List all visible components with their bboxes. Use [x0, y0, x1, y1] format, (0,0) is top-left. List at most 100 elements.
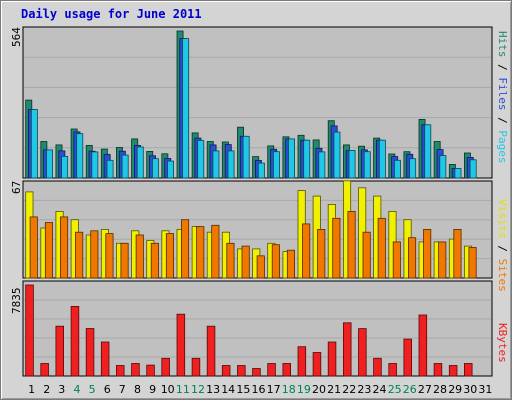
legend-pages: Pages [496, 130, 509, 164]
bar-pages-day-12 [197, 140, 205, 179]
bar-sites-day-8 [135, 234, 144, 279]
bar-kbytes-day-17 [267, 363, 276, 377]
bar-pages-day-2 [46, 149, 53, 179]
legend-files: Files [496, 77, 509, 111]
bottom-legend: KBytes [496, 323, 509, 363]
bar-pages-day-3 [61, 155, 69, 179]
bar-pages-day-10 [167, 160, 174, 179]
x-tick-label-10: 10 [161, 383, 175, 396]
x-tick-label-30: 30 [463, 383, 477, 396]
bar-sites-day-30 [468, 247, 477, 279]
bar-sites-day-11 [180, 219, 190, 279]
bar-kbytes-day-10 [161, 357, 170, 377]
bar-kbytes-day-16 [252, 368, 261, 377]
bar-kbytes-day-3 [55, 325, 65, 377]
bar-pages-day-8 [136, 146, 144, 179]
bar-kbytes-day-22 [342, 322, 352, 377]
bar-sites-day-29 [453, 228, 462, 279]
bar-sites-day-15 [241, 245, 250, 279]
x-tick-label-7: 7 [119, 383, 126, 396]
bar-sites-day-24 [377, 217, 386, 279]
bar-sites-day-26 [407, 237, 417, 279]
bar-kbytes-day-19 [297, 346, 307, 377]
bar-pages-day-22 [348, 149, 356, 179]
x-tick-label-28: 28 [433, 383, 447, 396]
bar-pages-day-13 [212, 150, 220, 179]
bar-pages-day-11 [182, 38, 190, 179]
bar-kbytes-day-15 [237, 365, 246, 377]
x-tick-label-19: 19 [297, 383, 311, 396]
bar-pages-day-4 [76, 133, 84, 179]
bar-sites-day-2 [44, 222, 53, 279]
bar-pages-day-15 [242, 135, 250, 179]
bar-kbytes-day-11 [176, 313, 186, 377]
bar-kbytes-day-13 [206, 325, 216, 377]
x-tick-label-12: 12 [191, 383, 205, 396]
bar-pages-day-6 [106, 159, 114, 179]
bar-kbytes-day-28 [433, 363, 443, 377]
x-tick-label-9: 9 [149, 383, 156, 396]
bar-kbytes-day-29 [448, 365, 458, 377]
legend-hits: Hits [496, 31, 509, 58]
x-tick-label-20: 20 [312, 383, 326, 396]
bar-sites-day-10 [165, 233, 175, 279]
x-tick-label-1: 1 [28, 383, 35, 396]
bar-sites-day-28 [438, 241, 447, 279]
bar-pages-day-29 [454, 167, 462, 179]
bar-sites-day-21 [332, 217, 341, 279]
bar-sites-day-23 [362, 231, 371, 279]
bar-sites-day-12 [196, 226, 205, 279]
bar-pages-day-26 [409, 158, 417, 179]
bar-sites-day-3 [60, 216, 69, 279]
bar-kbytes-day-12 [191, 357, 201, 377]
bar-pages-day-17 [272, 151, 280, 179]
bar-sites-day-7 [120, 242, 129, 279]
bar-pages-day-23 [363, 151, 371, 179]
bar-pages-day-7 [121, 154, 129, 179]
legend-visits: Visits [496, 199, 509, 239]
x-tick-label-16: 16 [252, 383, 266, 396]
bar-sites-day-25 [392, 241, 401, 279]
x-tick-label-5: 5 [89, 383, 96, 396]
bar-sites-day-18 [286, 249, 295, 279]
bar-kbytes-day-30 [463, 363, 473, 377]
bar-pages-day-20 [318, 151, 326, 179]
middle-ymax-label: 67 [10, 180, 23, 194]
bar-kbytes-day-7 [116, 365, 125, 377]
x-tick-label-4: 4 [74, 383, 81, 396]
bar-kbytes-day-20 [312, 352, 322, 377]
bar-kbytes-day-2 [40, 363, 49, 377]
x-tick-label-8: 8 [134, 383, 141, 396]
middle-legend: Visits / Sites [496, 199, 509, 292]
bar-kbytes-day-25 [388, 363, 397, 377]
legend-kbytes: KBytes [496, 323, 509, 363]
x-tick-label-15: 15 [236, 383, 250, 396]
bar-kbytes-day-6 [100, 341, 110, 377]
x-tick-label-17: 17 [267, 383, 281, 396]
bar-kbytes-day-24 [373, 357, 382, 377]
x-tick-label-21: 21 [327, 383, 341, 396]
bar-pages-day-30 [469, 159, 477, 179]
x-tick-label-25: 25 [388, 383, 402, 396]
bar-kbytes-day-18 [282, 363, 291, 377]
bar-sites-day-9 [150, 242, 159, 279]
bar-kbytes-day-26 [403, 338, 412, 377]
bar-pages-day-19 [303, 139, 311, 179]
x-tick-label-23: 23 [357, 383, 371, 396]
bar-kbytes-day-23 [358, 328, 367, 377]
bar-sites-day-5 [90, 230, 99, 279]
bar-sites-day-17 [271, 244, 280, 279]
x-tick-label-27: 27 [418, 383, 432, 396]
x-tick-label-29: 29 [448, 383, 462, 396]
x-tick-label-14: 14 [221, 383, 235, 396]
bar-kbytes-day-27 [418, 314, 428, 377]
bar-pages-day-24 [378, 139, 386, 179]
bar-pages-day-5 [91, 151, 99, 179]
x-tick-label-26: 26 [403, 383, 417, 396]
bar-pages-day-21 [333, 131, 341, 179]
bar-sites-day-1 [29, 216, 38, 279]
bar-kbytes-day-21 [327, 341, 337, 377]
bar-sites-day-22 [347, 210, 356, 279]
